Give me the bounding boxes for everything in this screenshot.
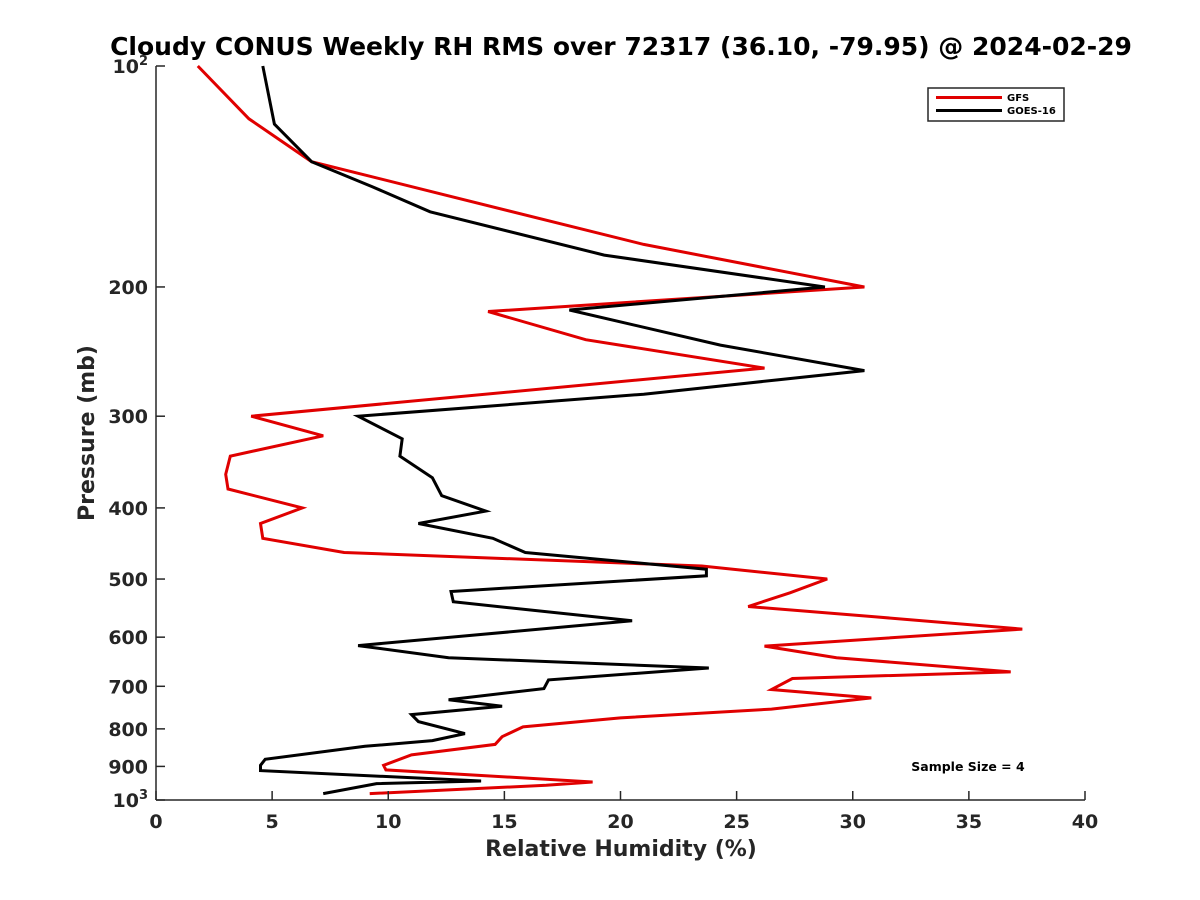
y-tick-label: 800 [108, 719, 148, 741]
x-tick-label: 35 [956, 811, 982, 833]
legend-box [927, 87, 1065, 122]
y-tick-label: 102 [113, 54, 149, 78]
sample-size-annotation: Sample Size = 4 [911, 759, 1025, 774]
series-layer [196, 64, 1023, 796]
series-line-gfs [196, 64, 1023, 796]
y-tick-label: 103 [113, 788, 149, 812]
y-tick-label: 300 [108, 406, 148, 428]
x-tick-label: 20 [607, 811, 633, 833]
x-axis-label: Relative Humidity (%) [485, 837, 757, 862]
y-tick-label: 900 [108, 756, 148, 778]
y-tick-label: 500 [108, 569, 148, 591]
y-tick-label: 400 [108, 498, 148, 520]
x-tick-label: 25 [723, 811, 749, 833]
legend: GFS GOES-16 [927, 87, 1065, 122]
legend-label-goes16: GOES-16 [1007, 106, 1056, 117]
x-tick-label: 5 [266, 811, 279, 833]
legend-label-gfs: GFS [1007, 93, 1029, 104]
series-line-goes-16 [259, 65, 865, 796]
y-tick-label: 700 [108, 676, 148, 698]
x-axis-ticks: 0 5 10 15 20 25 30 35 40 [149, 791, 1098, 833]
y-axis-ticks: 102 200 300 400 500 600 700 800 900 103 [108, 54, 165, 812]
x-tick-label: 30 [840, 811, 866, 833]
x-tick-label: 15 [491, 811, 517, 833]
y-axis-label: Pressure (mb) [75, 345, 100, 521]
plot-background [156, 66, 1085, 800]
x-tick-label: 40 [1072, 811, 1098, 833]
chart-title: Cloudy CONUS Weekly RH RMS over 72317 (3… [110, 32, 1132, 61]
x-tick-label: 10 [375, 811, 401, 833]
y-tick-label: 200 [108, 277, 148, 299]
x-tick-label: 0 [149, 811, 162, 833]
y-tick-label: 600 [108, 627, 148, 649]
plot-area [156, 66, 1085, 800]
